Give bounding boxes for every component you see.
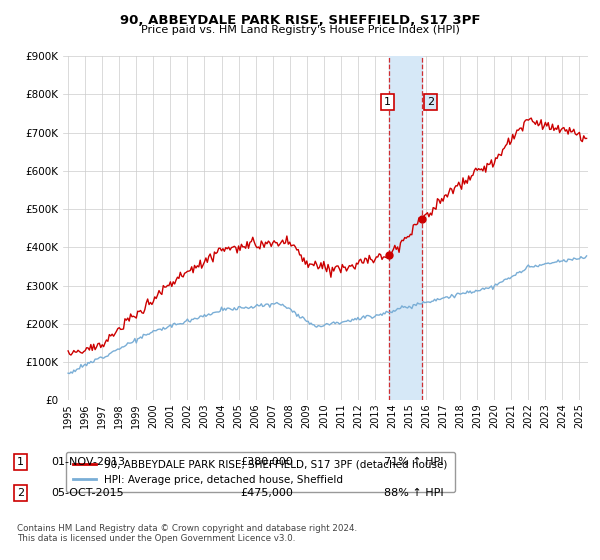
Text: 2: 2 (427, 97, 434, 107)
Text: 1: 1 (17, 457, 24, 467)
Legend: 90, ABBEYDALE PARK RISE, SHEFFIELD, S17 3PF (detached house), HPI: Average price: 90, ABBEYDALE PARK RISE, SHEFFIELD, S17 … (65, 452, 455, 492)
Text: £380,000: £380,000 (240, 457, 293, 467)
Text: Contains HM Land Registry data © Crown copyright and database right 2024.
This d: Contains HM Land Registry data © Crown c… (17, 524, 357, 543)
Text: 05-OCT-2015: 05-OCT-2015 (51, 488, 124, 498)
Text: 71% ↑ HPI: 71% ↑ HPI (384, 457, 443, 467)
Text: Price paid vs. HM Land Registry's House Price Index (HPI): Price paid vs. HM Land Registry's House … (140, 25, 460, 35)
Bar (389, 56, 422, 400)
Text: 01-NOV-2013: 01-NOV-2013 (51, 457, 125, 467)
Text: 90, ABBEYDALE PARK RISE, SHEFFIELD, S17 3PF: 90, ABBEYDALE PARK RISE, SHEFFIELD, S17 … (120, 14, 480, 27)
Text: 1: 1 (384, 97, 391, 107)
Text: 2: 2 (17, 488, 24, 498)
Text: £475,000: £475,000 (240, 488, 293, 498)
Text: 88% ↑ HPI: 88% ↑ HPI (384, 488, 443, 498)
